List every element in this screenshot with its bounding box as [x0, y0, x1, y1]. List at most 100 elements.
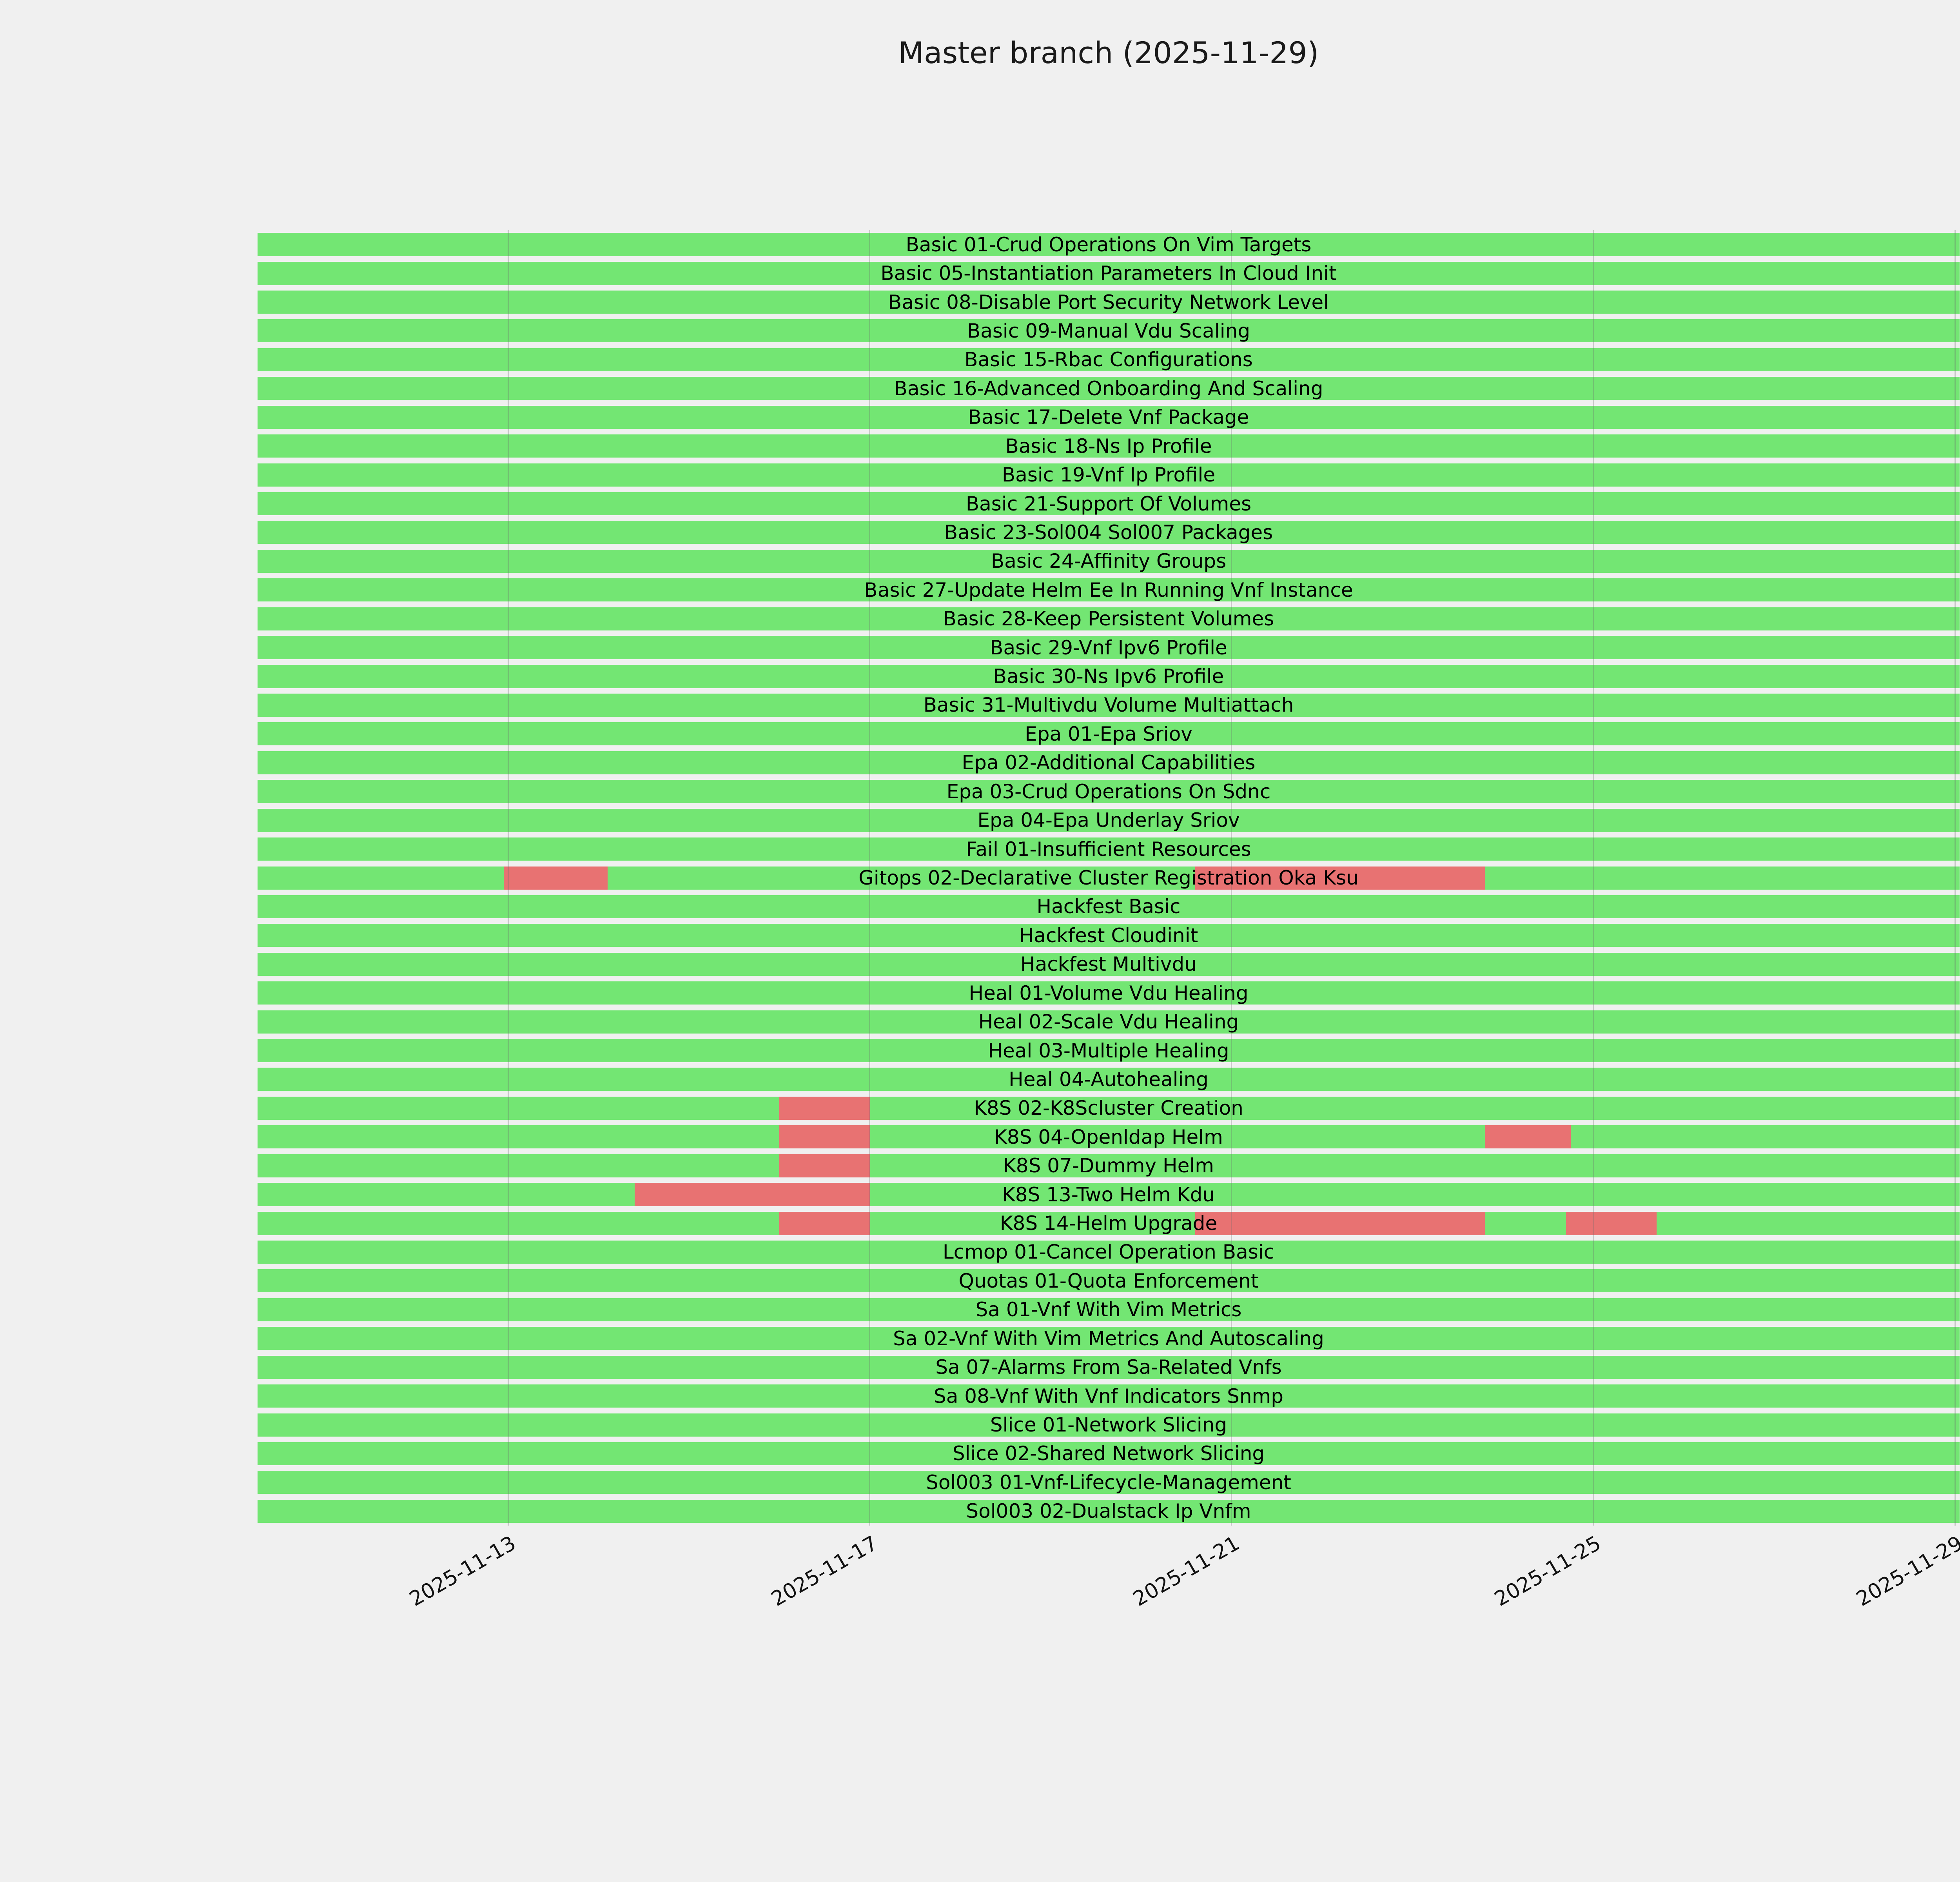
- row-label: Sol003 01-Vnf-Lifecycle-Management: [926, 1471, 1291, 1494]
- row-label: Basic 05-Instantiation Parameters In Clo…: [880, 262, 1337, 285]
- row-label: Sa 07-Alarms From Sa-Related Vnfs: [935, 1356, 1282, 1379]
- pass-bar: [258, 952, 1960, 976]
- row-label: Epa 02-Additional Capabilities: [962, 751, 1256, 774]
- row-label: K8S 07-Dummy Helm: [1003, 1154, 1214, 1177]
- gridline: [1231, 230, 1232, 1526]
- pass-bar: [258, 1355, 1960, 1379]
- gantt-row: Sol003 01-Vnf-Lifecycle-Management: [258, 1471, 1960, 1494]
- row-label: K8S 13-Two Helm Kdu: [1002, 1183, 1215, 1206]
- row-label: Basic 17-Delete Vnf Package: [968, 406, 1249, 429]
- pass-bar: [258, 549, 1960, 573]
- row-label: Basic 01-Crud Operations On Vim Targets: [906, 233, 1312, 256]
- gantt-row: Epa 04-Epa Underlay Sriov: [258, 808, 1960, 832]
- row-label: Epa 01-Epa Sriov: [1025, 722, 1192, 745]
- plot-area: Basic 01-Crud Operations On Vim Targets B…: [258, 230, 1960, 1526]
- gantt-row: Fail 01-Insufficient Resources: [258, 837, 1960, 861]
- pass-bar: [258, 1240, 1960, 1264]
- row-label: Sol003 02-Dualstack Ip Vnfm: [966, 1500, 1251, 1523]
- pass-bar: [258, 578, 1960, 602]
- row-label: Basic 31-Multivdu Volume Multiattach: [923, 694, 1294, 717]
- pass-bar: [258, 636, 1960, 659]
- row-label: Lcmop 01-Cancel Operation Basic: [942, 1241, 1275, 1264]
- gantt-row: Sa 07-Alarms From Sa-Related Vnfs: [258, 1355, 1960, 1379]
- gridline: [869, 230, 871, 1526]
- x-tick-label: 2025-11-21: [1129, 1531, 1243, 1611]
- gantt-row: Lcmop 01-Cancel Operation Basic: [258, 1240, 1960, 1264]
- row-label: Hackfest Multivdu: [1020, 953, 1197, 976]
- fail-segment: [1195, 866, 1485, 890]
- row-label: Hackfest Cloudinit: [1019, 924, 1198, 947]
- pass-bar: [258, 1499, 1960, 1523]
- pass-bar: [258, 693, 1960, 717]
- row-label: Basic 29-Vnf Ipv6 Profile: [990, 636, 1227, 659]
- row-label: Gitops 02-Declarative Cluster Registrati…: [858, 867, 1359, 889]
- gantt-row: Basic 08-Disable Port Security Network L…: [258, 291, 1960, 314]
- row-label: Basic 30-Ns Ipv6 Profile: [993, 665, 1224, 688]
- row-label: Heal 01-Volume Vdu Healing: [969, 981, 1249, 1005]
- pass-bar: [258, 751, 1960, 774]
- fail-segment: [779, 1125, 870, 1149]
- gantt-row: Epa 01-Epa Sriov: [258, 722, 1960, 746]
- x-tick-label: 2025-11-17: [767, 1531, 882, 1611]
- gantt-row: Heal 02-Scale Vdu Healing: [258, 1010, 1960, 1034]
- row-label: Basic 23-Sol004 Sol007 Packages: [944, 521, 1273, 544]
- pass-bar: [258, 780, 1960, 803]
- gantt-row: Heal 03-Multiple Healing: [258, 1039, 1960, 1063]
- pass-bar: [258, 463, 1960, 487]
- row-label: K8S 02-K8Scluster Creation: [974, 1097, 1243, 1120]
- gantt-row: Basic 01-Crud Operations On Vim Targets: [258, 233, 1960, 256]
- gantt-row: Basic 27-Update Helm Ee In Running Vnf I…: [258, 578, 1960, 602]
- gantt-row: Hackfest Basic: [258, 895, 1960, 918]
- gantt-row: Slice 02-Shared Network Slicing: [258, 1442, 1960, 1465]
- pass-bar: [258, 377, 1960, 400]
- gantt-row: Basic 29-Vnf Ipv6 Profile: [258, 636, 1960, 659]
- fail-segment: [503, 866, 608, 890]
- fail-segment: [1195, 1212, 1485, 1235]
- gantt-row: Sol003 02-Dualstack Ip Vnfm: [258, 1499, 1960, 1523]
- gantt-row: K8S 04-Openldap Helm: [258, 1125, 1960, 1149]
- gantt-row: Basic 19-Vnf Ip Profile: [258, 463, 1960, 487]
- gantt-row: Heal 01-Volume Vdu Healing: [258, 981, 1960, 1005]
- gantt-row: Sa 01-Vnf With Vim Metrics: [258, 1298, 1960, 1321]
- gantt-row: Gitops 02-Declarative Cluster Registrati…: [258, 866, 1960, 890]
- x-axis: 2025-11-13 2025-11-17 2025-11-21 2025-11-25…: [258, 1531, 1960, 1649]
- pass-bar: [258, 233, 1960, 256]
- pass-bar: [258, 895, 1960, 918]
- gantt-row: Sa 08-Vnf With Vnf Indicators Snmp: [258, 1384, 1960, 1408]
- fail-segment: [779, 1154, 870, 1177]
- gantt-row: Quotas 01-Quota Enforcement: [258, 1269, 1960, 1293]
- row-label: Basic 08-Disable Port Security Network L…: [888, 291, 1329, 314]
- row-label: Basic 09-Manual Vdu Scaling: [967, 319, 1250, 342]
- row-label: Fail 01-Insufficient Resources: [966, 837, 1251, 861]
- row-label: Basic 16-Advanced Onboarding And Scaling: [894, 377, 1323, 400]
- row-label: Sa 08-Vnf With Vnf Indicators Snmp: [934, 1384, 1283, 1408]
- gantt-row: Basic 21-Support Of Volumes: [258, 492, 1960, 515]
- chart-title: Master branch (2025-11-29): [898, 35, 1319, 70]
- row-label: K8S 14-Helm Upgrade: [1000, 1212, 1218, 1235]
- gantt-row: Epa 02-Additional Capabilities: [258, 751, 1960, 774]
- row-label: K8S 04-Openldap Helm: [994, 1125, 1223, 1148]
- gantt-row: K8S 13-Two Helm Kdu: [258, 1183, 1960, 1206]
- row-label: Basic 21-Support Of Volumes: [965, 492, 1252, 515]
- fail-segment: [1566, 1212, 1657, 1235]
- gantt-row: Basic 30-Ns Ipv6 Profile: [258, 665, 1960, 688]
- pass-bar: [258, 1384, 1960, 1408]
- gridline: [507, 230, 509, 1526]
- pass-bar: [258, 1096, 1960, 1120]
- pass-bar: [258, 1068, 1960, 1091]
- gridline: [1593, 230, 1594, 1526]
- x-tick-label: 2025-11-25: [1490, 1531, 1605, 1611]
- gantt-row: Basic 05-Instantiation Parameters In Clo…: [258, 262, 1960, 285]
- fail-segment: [779, 1096, 870, 1120]
- pass-bar: [258, 1269, 1960, 1293]
- gantt-row: Basic 28-Keep Persistent Volumes: [258, 607, 1960, 630]
- row-label: Basic 27-Update Helm Ee In Running Vnf I…: [864, 578, 1353, 601]
- pass-bar: [258, 1154, 1960, 1177]
- gantt-row: Basic 23-Sol004 Sol007 Packages: [258, 521, 1960, 544]
- row-label: Epa 03-Crud Operations On Sdnc: [946, 780, 1271, 803]
- pass-bar: [258, 1010, 1960, 1034]
- row-label: Basic 28-Keep Persistent Volumes: [943, 607, 1274, 630]
- gantt-row: Slice 01-Network Slicing: [258, 1413, 1960, 1437]
- row-label: Heal 04-Autohealing: [1009, 1068, 1209, 1091]
